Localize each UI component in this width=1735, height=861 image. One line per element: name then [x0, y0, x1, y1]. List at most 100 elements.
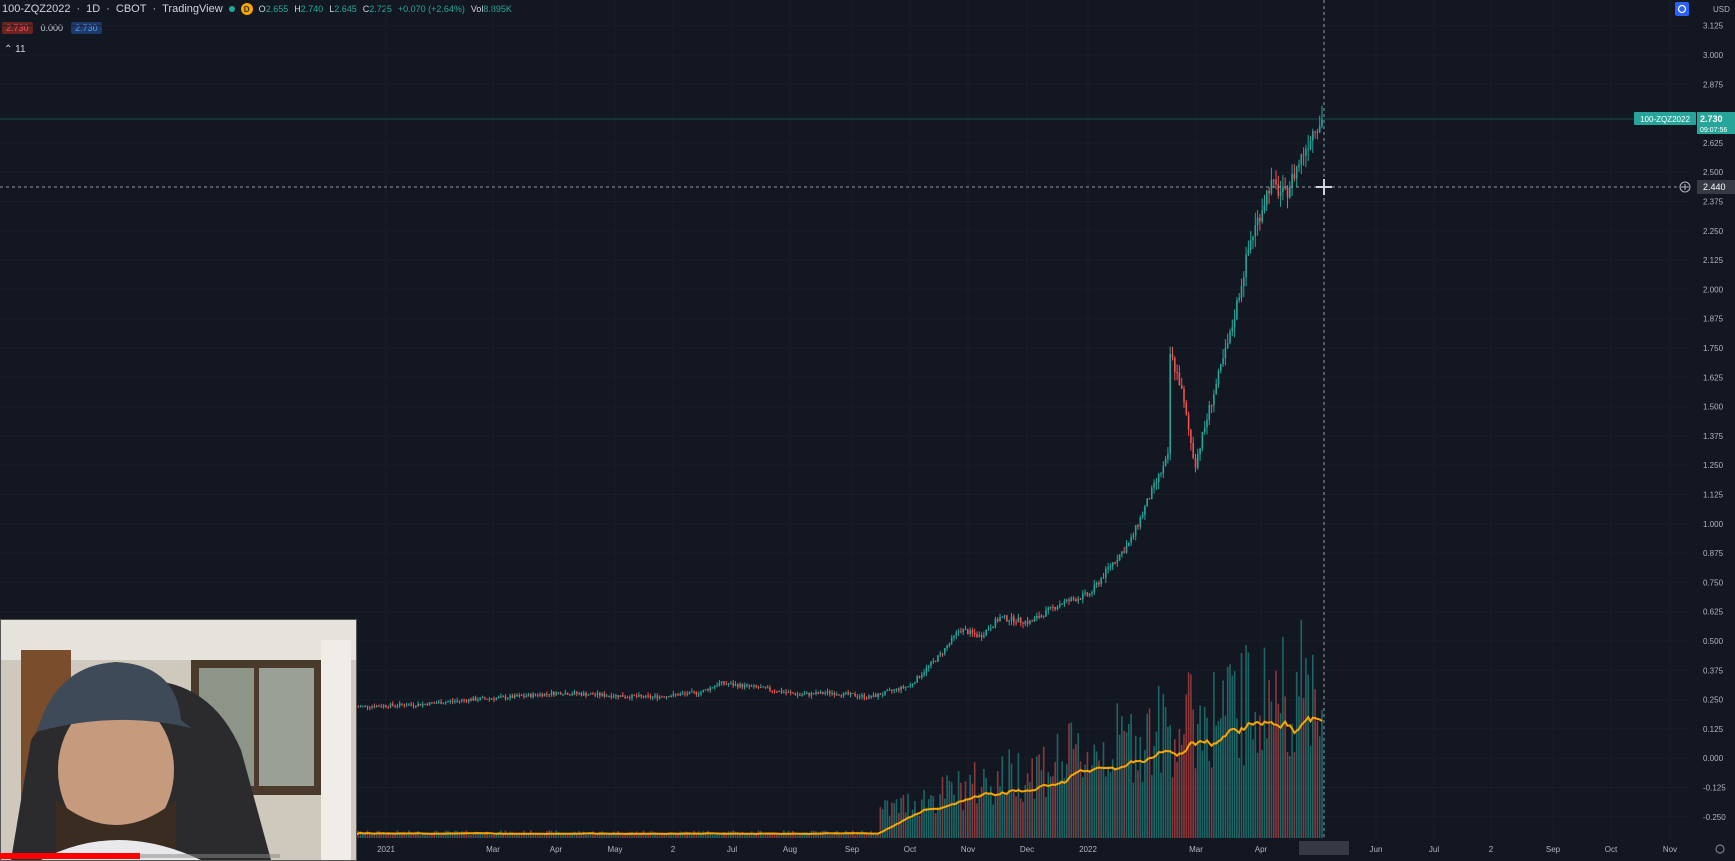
candle-body: [661, 696, 663, 698]
volume-bar: [1252, 739, 1254, 838]
volume-bar: [467, 834, 470, 838]
candle-body: [1038, 616, 1040, 618]
volume-bar: [849, 832, 852, 838]
volume-bar: [1132, 782, 1135, 838]
candle-body: [941, 653, 944, 655]
settings-icon[interactable]: [1715, 844, 1725, 854]
candle-body: [582, 692, 585, 696]
candle-body: [1065, 599, 1068, 602]
volume-bar: [1220, 718, 1222, 838]
candle-body: [994, 619, 997, 627]
candle-body: [412, 704, 415, 706]
candle-body: [1231, 327, 1234, 332]
volume-bar: [1215, 725, 1217, 838]
volume-bar: [707, 830, 709, 838]
volume-bar: [870, 831, 872, 838]
volume-bar: [1003, 794, 1006, 838]
candle-body: [366, 705, 369, 708]
candle-body: [753, 685, 755, 687]
currency-label[interactable]: USD: [1713, 5, 1730, 14]
chart-header: 100-ZQZ2022 · 1D · CBOT · TradingView D …: [2, 3, 512, 15]
volume-bar: [1213, 672, 1215, 838]
candle-body: [833, 692, 836, 696]
indicators-toggle[interactable]: ⌃ 11: [4, 44, 26, 55]
candle-body: [810, 693, 813, 696]
candle-body: [773, 690, 776, 692]
candle-body: [477, 699, 479, 701]
candle-body: [438, 701, 440, 703]
candle-body: [594, 694, 596, 696]
volume-bar: [1203, 706, 1206, 838]
volume-bar: [985, 778, 987, 838]
volume-bar: [373, 834, 376, 838]
candle-body: [971, 630, 974, 633]
volume-bar: [911, 809, 914, 838]
candle-body: [780, 690, 783, 693]
volume-bar: [509, 831, 511, 838]
volume-bar: [442, 832, 445, 838]
change-value: +0.070 (+2.64%): [397, 4, 465, 14]
volume-bar: [1118, 734, 1121, 838]
candle-body: [1049, 606, 1052, 608]
candle-body: [624, 696, 626, 698]
candle-body: [684, 693, 686, 695]
volume-bar: [518, 832, 521, 838]
candle-body: [967, 629, 969, 635]
symbol-name[interactable]: 100-ZQZ2022: [2, 3, 71, 15]
interval[interactable]: 1D: [86, 3, 101, 15]
volume-bar: [773, 832, 776, 838]
volume-bar: [1312, 654, 1314, 838]
volume-bar: [992, 804, 994, 838]
cap-image: [36, 662, 191, 732]
candle-body: [909, 684, 912, 687]
volume-bar: [840, 835, 843, 838]
candle-body: [930, 662, 932, 666]
volume-bar: [638, 834, 640, 838]
candle-body: [592, 693, 594, 695]
volume-bar: [1224, 715, 1227, 838]
candle-body: [1187, 414, 1190, 430]
volume-bar: [674, 832, 677, 838]
volume-bar: [918, 815, 921, 838]
candle-body: [385, 705, 387, 707]
data-source: TradingView: [162, 3, 223, 15]
candle-body: [720, 681, 723, 683]
delayed-badge-icon[interactable]: D: [240, 3, 253, 15]
volume-bar: [1176, 761, 1178, 838]
sell-button[interactable]: 2.730: [2, 22, 33, 34]
volume-bar: [458, 832, 461, 838]
volume-bar: [375, 831, 378, 838]
candle-body: [1213, 394, 1215, 406]
volume-bar: [900, 797, 902, 838]
candle-body: [1309, 140, 1312, 149]
candle-body: [978, 634, 981, 637]
buy-button[interactable]: 2.730: [71, 22, 102, 34]
candle-body: [1318, 125, 1321, 133]
candle-body: [651, 696, 654, 698]
volume-bar: [1279, 713, 1282, 838]
volume-bar: [1111, 759, 1114, 838]
candle-body: [877, 693, 879, 697]
volume-value: 8.895K: [483, 4, 512, 14]
volume-bar: [888, 815, 891, 838]
candle-body: [442, 703, 445, 705]
candle-body: [1295, 167, 1298, 179]
add-alert-icon[interactable]: [1679, 181, 1691, 193]
candle-body: [1052, 606, 1054, 608]
candle-body: [1217, 370, 1220, 384]
candle-body: [626, 697, 629, 699]
x-tick-label: Sep: [845, 845, 860, 854]
candle-body: [711, 687, 714, 689]
volume-bar: [1148, 708, 1151, 838]
candle-body: [530, 694, 532, 698]
volume-bar: [842, 834, 845, 838]
volume-ma-line: [355, 715, 1323, 836]
y-tick-label: 1.750: [1703, 344, 1724, 353]
volume-bar: [557, 831, 560, 838]
candle-body: [1091, 592, 1093, 594]
video-progress-bar[interactable]: [0, 853, 140, 859]
volume-bar: [1091, 765, 1093, 838]
auto-scale-button[interactable]: [1675, 2, 1689, 16]
candle-body: [357, 706, 360, 708]
candle-body: [359, 706, 362, 708]
